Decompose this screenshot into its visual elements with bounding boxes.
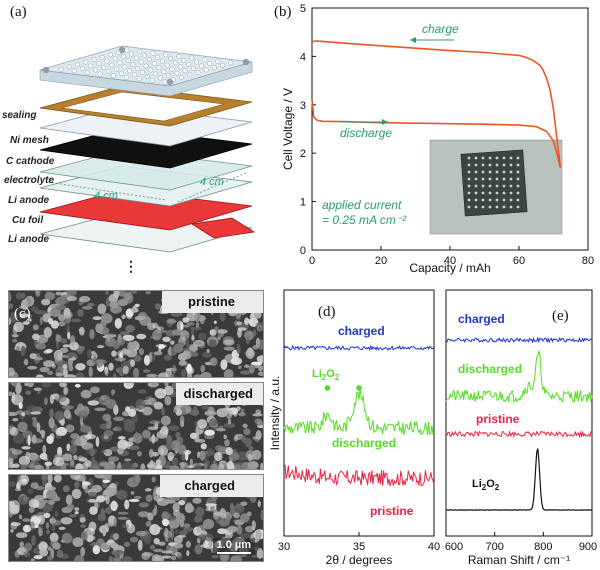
y-tick-label: 3 (300, 100, 306, 112)
raman-li2o2-o: O (486, 478, 495, 490)
raman-discharged-trace (445, 350, 593, 403)
panel-c: pristine (c) discharged charged 1.0 µm (0, 288, 270, 570)
xrd-li2o2-label: Li2O2 (312, 368, 339, 382)
corner-bolt-icon (166, 78, 174, 86)
ellipsis-icon: ⋮ (124, 258, 138, 274)
voltage-capacity-chart: 0 20 40 60 80 0 1 2 3 4 5 Capacity / mAh Cell Voltag… (281, 3, 594, 275)
y-axis-label: Cell Voltage / V (281, 88, 295, 170)
charge-curve (311, 40, 562, 168)
raman-x-tick-label: 800 (534, 541, 552, 553)
charge-label: charge (422, 22, 459, 36)
x-tick-label: 60 (513, 255, 525, 267)
xrd-discharged-label: discharged (332, 436, 397, 450)
dimension-side-label: 4 cm (200, 176, 224, 188)
y-tick-label: 0 (300, 245, 306, 257)
layer-label-electrolyte: electrolyte (4, 175, 55, 186)
x-tick-label: 20 (375, 255, 387, 267)
raman-li2o2-sub1: 2 (481, 483, 487, 493)
xrd-x-tick-label: 35 (353, 541, 365, 553)
raman-pristine-label: pristine (476, 412, 520, 426)
sem-tag-discharged: discharged (175, 383, 263, 405)
layer-label-li-anode: Li anode (8, 195, 50, 206)
applied-current-line2: = 0.25 mA cm⁻² (322, 213, 407, 227)
y-tick-label: 5 (300, 3, 306, 15)
raman-chart: 600 700 800 900 Raman Shift / cm⁻¹ (445, 289, 597, 567)
xrd-x-tick-label: 40 (428, 541, 440, 553)
layer-label-ni-mesh: Ni mesh (10, 135, 49, 146)
xrd-li2o2-sub1: 2 (321, 373, 327, 383)
xrd-y-axis-label: Intensity / a.u. (270, 376, 282, 451)
raman-x-axis-label: Raman Shift / cm⁻¹ (468, 553, 570, 567)
xrd-x-axis-label: 2θ / degrees (326, 553, 393, 567)
raman-li2o2-trace (446, 448, 593, 511)
dimension-front-label: 4 cm (94, 190, 118, 202)
layer-label-c-cathode: C cathode (6, 156, 55, 167)
xrd-li2o2-o: O (326, 368, 335, 380)
xrd-charged-label: charged (338, 324, 385, 338)
scalebar-label: 1.0 µm (216, 539, 251, 551)
xrd-charged-trace (283, 344, 435, 351)
xrd-pristine-trace (283, 464, 435, 487)
discharge-curve (311, 99, 562, 168)
xrd-li2o2-sub2: 2 (334, 373, 340, 383)
sem-image-pristine: pristine (8, 290, 264, 378)
x-tick-label: 0 (309, 255, 315, 267)
layer-label-li-anode-2: Li anode (8, 234, 50, 245)
scalebar: 1.0 µm (212, 538, 255, 555)
discharge-label: discharge (340, 126, 393, 140)
y-tick-label: 4 (300, 51, 306, 63)
sem-tag-charged: charged (160, 475, 263, 497)
cell-schematic (39, 45, 256, 253)
x-tick-label: 80 (582, 255, 594, 267)
panel-b: (b) 0 20 40 60 80 0 1 2 3 4 5 Capacity / mAh Cell Vo… (274, 0, 600, 282)
panel-d: 30 35 40 2θ / degrees Intensity / a.u. (d) c… (270, 288, 442, 570)
cu-foil-tab (190, 217, 256, 239)
y-tick-label: 1 (300, 197, 306, 209)
raman-li2o2-label: Li2O2 (472, 478, 499, 492)
inset-photo-mesh (467, 156, 520, 209)
layer-label-cu-foil: Cu foil (12, 215, 44, 226)
panel-e-label: (e) (552, 308, 569, 324)
raman-charged-label: charged (458, 312, 505, 326)
x-tick-label: 40 (444, 255, 456, 267)
panel-c-label: (c) (14, 306, 31, 322)
corner-bolt-icon (242, 58, 250, 66)
raman-li2o2-li: Li (472, 478, 482, 490)
sem-tag-pristine: pristine (162, 291, 263, 313)
xrd-pristine-label: pristine (370, 504, 414, 518)
raman-pristine-trace (445, 430, 593, 439)
raman-charged-trace (445, 336, 593, 344)
corner-bolt-icon (42, 66, 50, 74)
xrd-li2o2-li: Li (312, 368, 322, 380)
xrd-x-tick-label: 30 (278, 541, 290, 553)
panel-b-label: (b) (274, 4, 292, 20)
top-plate-holes (42, 46, 250, 86)
raman-li2o2-sub2: 2 (494, 483, 500, 493)
y-tick-label: 2 (300, 148, 306, 160)
xrd-chart: 30 35 40 2θ / degrees Intensity / a.u. (270, 289, 440, 567)
sem-image-discharged: discharged (8, 382, 264, 470)
cu-foil-layer (39, 189, 253, 231)
raman-x-tick-label: 600 (445, 541, 463, 553)
panel-e: 600 700 800 900 Raman Shift / cm⁻¹ (e) charg… (442, 288, 600, 570)
raman-discharged-label: discharged (458, 362, 523, 376)
panel-a: (a) sealing Ni mesh C cathode electrolyt… (0, 0, 278, 282)
raman-x-tick-label: 900 (579, 541, 597, 553)
li2o2-peak-marker (324, 385, 331, 391)
applied-current-line1: applied current (322, 198, 402, 212)
panel-d-label: (d) (318, 304, 336, 320)
layer-label-sealing: sealing (2, 110, 37, 121)
panel-a-label: (a) (10, 4, 27, 20)
li2o2-peak-marker (356, 385, 362, 391)
raman-x-tick-label: 700 (485, 541, 503, 553)
corner-bolt-icon (118, 46, 126, 54)
x-axis-label: Capacity / mAh (409, 261, 490, 275)
raman-frame (445, 289, 593, 537)
sem-image-charged: charged 1.0 µm (8, 474, 264, 562)
xrd-discharged-trace (283, 387, 435, 436)
